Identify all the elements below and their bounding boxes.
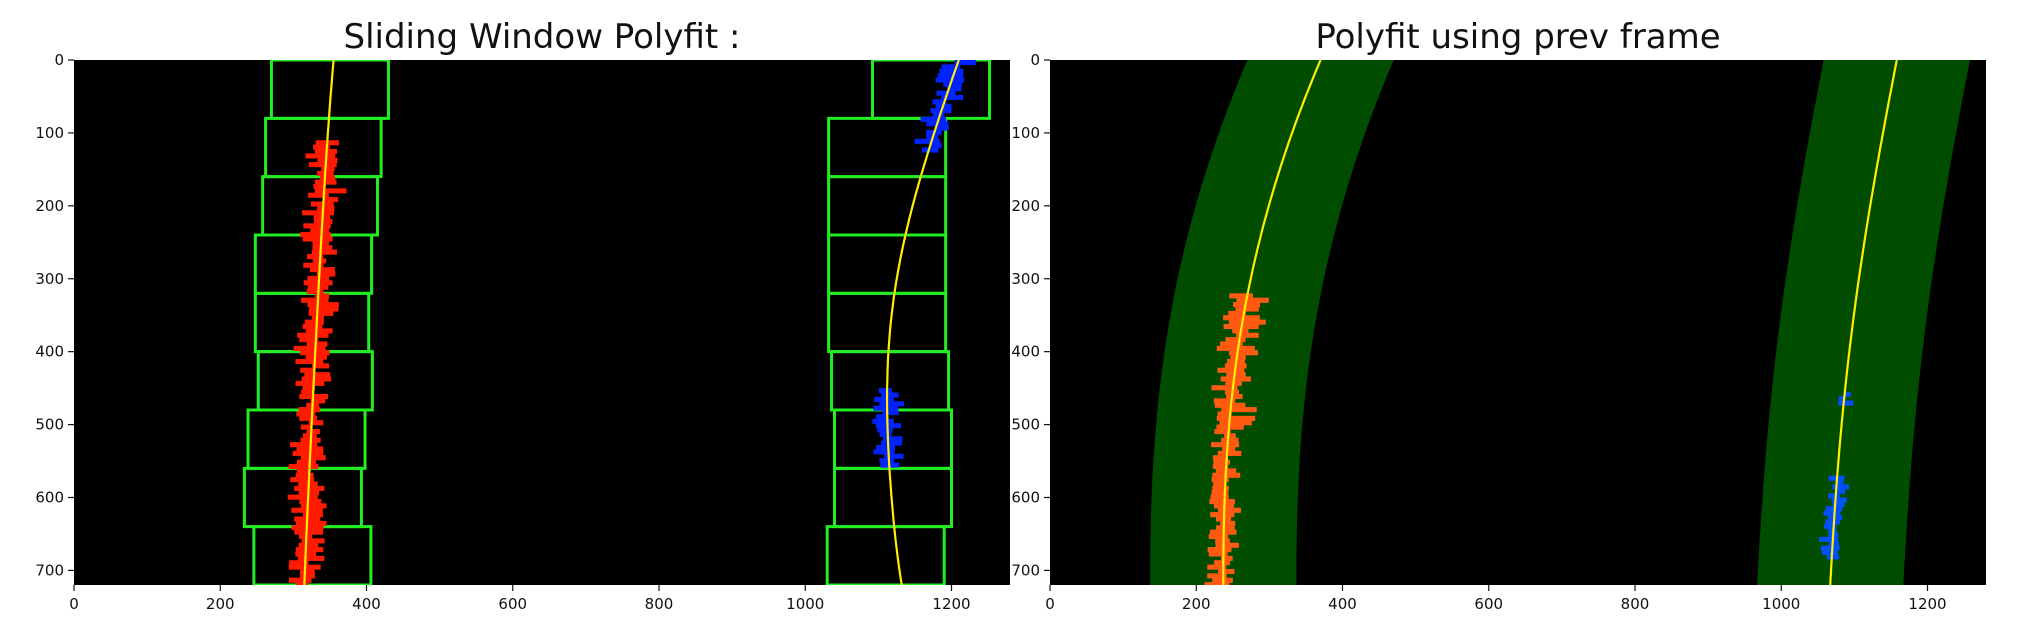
right-window-8 [827,527,944,585]
x-tick-label: 1200 [1908,595,1946,613]
y-tick-label: 0 [1030,51,1040,69]
left-fit-line [304,60,333,585]
x-tick-label: 800 [645,595,674,613]
y-tick-label: 600 [1011,489,1040,507]
y-tick-label: 500 [35,416,64,434]
y-tick-label: 200 [1011,197,1040,215]
plot-area [1050,60,1986,585]
x-tick-label: 0 [1045,595,1055,613]
right-fit-line [887,60,959,585]
right-fit-line [1830,60,1897,585]
y-tick-label: 600 [35,489,64,507]
y-tick-label: 700 [35,561,64,579]
y-tick-label: 500 [1011,416,1040,434]
left-fit-line [1223,60,1320,585]
y-tick-label: 400 [1011,343,1040,361]
y-tick-label: 300 [35,270,64,288]
x-tick-label: 1200 [932,595,970,613]
right-lane-pixels-small [1838,391,1854,406]
right-search-band [1757,60,1970,585]
y-tick-label: 400 [35,343,64,361]
y-tick-label: 700 [1011,561,1040,579]
plot-area [74,60,1010,585]
x-tick-label: 400 [352,595,381,613]
x-tick-label: 600 [498,595,527,613]
panel-prev-frame: Polyfit using prev frame 0 200 400 600 800 10… [1011,17,1986,613]
x-tick-label: 1000 [1762,595,1800,613]
panel-title: Polyfit using prev frame [1315,17,1720,57]
panel-sliding-window: Sliding Window Polyfit : 0 200 400 600 800 10… [35,17,1010,613]
x-tick-label: 200 [206,595,235,613]
x-tick-label: 1000 [786,595,824,613]
x-tick-label: 0 [69,595,79,613]
x-tick-label: 600 [1474,595,1503,613]
x-tick-label: 200 [1182,595,1211,613]
right-lane-pixels-mid [872,388,905,468]
y-tick-label: 0 [54,51,64,69]
y-tick-label: 200 [35,197,64,215]
y-tick-label: 100 [1011,124,1040,142]
x-tick-label: 800 [1621,595,1650,613]
x-tick-label: 400 [1328,595,1357,613]
left-search-band [1150,60,1394,585]
y-tick-label: 100 [35,124,64,142]
panel-title: Sliding Window Polyfit : [344,17,741,57]
y-tick-label: 300 [1011,270,1040,288]
image-background [74,60,1010,585]
